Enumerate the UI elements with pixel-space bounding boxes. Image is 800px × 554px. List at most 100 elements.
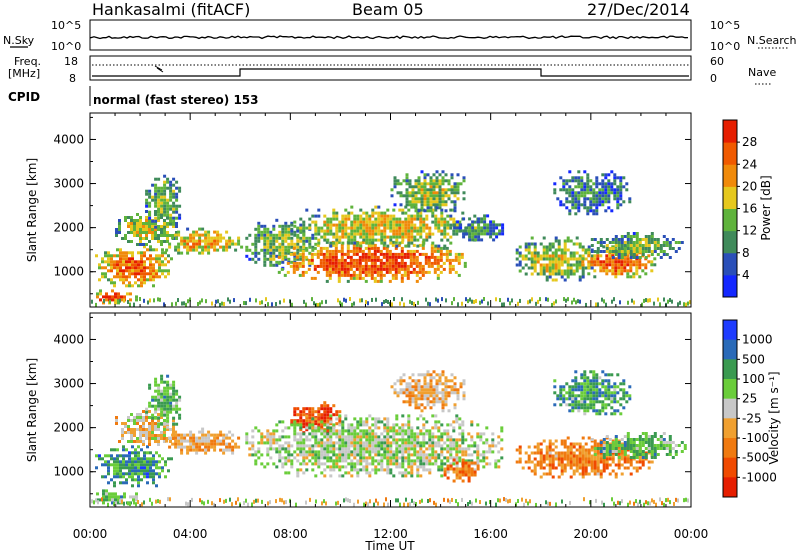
echo-cell (169, 404, 173, 408)
echo-cell (320, 429, 324, 433)
echo-cell (355, 264, 359, 268)
echo-cell (571, 206, 575, 210)
echo-cell (398, 444, 402, 448)
echo-cell (175, 398, 179, 402)
echo-cell (335, 211, 339, 215)
echo-cell (379, 261, 383, 265)
echo-cell (462, 397, 466, 401)
echo-cell (136, 428, 139, 431)
echo-cell (452, 470, 456, 474)
echo-cell (149, 263, 152, 267)
echo-cell (471, 232, 475, 236)
echo-cell (527, 445, 531, 449)
echo-cell (169, 186, 173, 190)
echo-cell (281, 447, 285, 451)
echo-cell (581, 248, 585, 252)
echo-cell (562, 179, 566, 183)
echo-cell (386, 426, 390, 430)
echo-cell (231, 451, 235, 455)
echo-cell (432, 400, 436, 404)
echo-cell (341, 456, 345, 460)
echo-cell (410, 241, 414, 245)
echo-cell (189, 448, 193, 452)
echo-cell (281, 245, 285, 249)
echo-cell (151, 431, 154, 434)
echo-cell (122, 275, 125, 279)
echo-cell (152, 454, 155, 458)
echo-cell (371, 241, 375, 245)
echo-cell (395, 423, 399, 427)
echo-cell (326, 441, 330, 445)
echo-cell (143, 451, 146, 455)
echo-cell (410, 426, 414, 430)
echo-cell (157, 234, 160, 237)
echo-cell (495, 223, 499, 227)
echo-cell (435, 191, 439, 195)
echo-cell (180, 448, 184, 452)
echo-cell (335, 435, 339, 439)
echo-cell (524, 263, 528, 267)
echo-cell (148, 192, 152, 196)
echo-cell (154, 186, 158, 190)
clutter-cell (671, 299, 673, 304)
echo-cell (557, 463, 561, 467)
echo-cell (311, 410, 315, 414)
echo-cell (139, 437, 142, 440)
echo-cell (486, 229, 490, 233)
echo-cell (178, 186, 182, 190)
echo-cell (310, 261, 314, 265)
echo-cell (590, 466, 594, 470)
echo-cell (405, 388, 409, 392)
echo-cell (404, 471, 408, 475)
echo-cell (407, 438, 411, 442)
echo-cell (530, 469, 534, 473)
echo-cell (444, 191, 448, 195)
echo-cell (620, 272, 624, 276)
echo-cell (370, 273, 374, 277)
echo-cell (605, 247, 609, 250)
echo-cell (157, 413, 160, 416)
echo-cell (411, 379, 415, 383)
echo-cell (617, 466, 621, 470)
echo-cell (137, 266, 140, 270)
echo-cell (441, 188, 445, 192)
echo-cell (311, 407, 315, 411)
echo-cell (416, 444, 420, 448)
echo-cell (406, 252, 410, 256)
echo-cell (121, 428, 124, 431)
freq-tick-top: 18 (64, 55, 78, 68)
echo-cell (473, 441, 477, 445)
echo-cell (107, 463, 110, 467)
echo-cell (119, 248, 122, 252)
echo-cell (287, 471, 291, 475)
echo-cell (371, 229, 375, 233)
echo-cell (326, 229, 330, 233)
echo-cell (344, 453, 348, 457)
echo-cell (458, 447, 462, 451)
echo-cell (616, 188, 620, 192)
echo-cell (201, 442, 205, 446)
echo-cell (368, 223, 372, 227)
echo-cell (400, 276, 404, 280)
echo-cell (269, 447, 273, 451)
echo-cell (411, 385, 415, 389)
echo-cell (611, 247, 615, 250)
echo-cell (566, 272, 570, 276)
echo-cell (423, 376, 427, 380)
echo-cell (635, 460, 639, 464)
echo-cell (411, 185, 415, 189)
echo-cell (139, 219, 142, 222)
echo-cell (551, 251, 555, 255)
echo-cell (296, 248, 300, 252)
echo-cell (140, 460, 143, 464)
echo-cell (402, 379, 406, 383)
echo-cell (417, 179, 421, 183)
echo-cell (589, 203, 593, 207)
echo-cell (644, 235, 648, 238)
echo-cell (166, 383, 170, 387)
echo-cell (319, 264, 323, 268)
echo-cell (127, 231, 130, 234)
echo-cell (177, 242, 181, 246)
echo-cell (485, 438, 489, 442)
echo-cell (201, 248, 205, 252)
